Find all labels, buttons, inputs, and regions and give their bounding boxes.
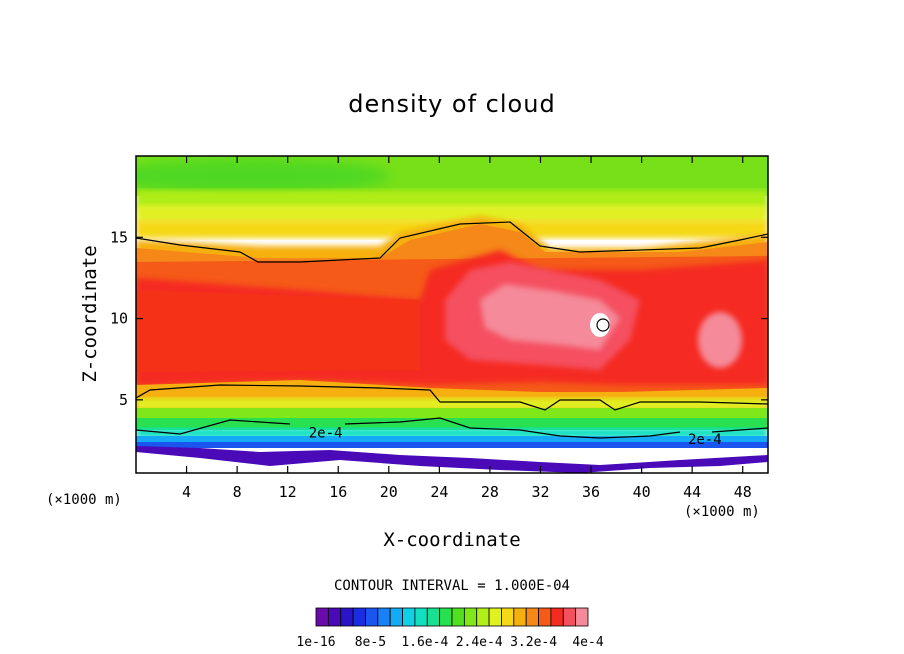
colorbar-swatch xyxy=(513,607,527,627)
plot-frame xyxy=(135,155,769,474)
colorbar-swatch xyxy=(377,607,391,627)
y-tick-label: 5 xyxy=(119,391,128,409)
colorbar-tick-label: 3.2e-4 xyxy=(510,635,557,650)
contour-label: 2e-4 xyxy=(688,432,722,448)
colorbar-swatch xyxy=(476,607,490,627)
x-tick-label: 48 xyxy=(734,483,752,501)
x-tick-label: 4 xyxy=(182,483,191,501)
contour-interval: CONTOUR INTERVAL = 1.000E-04 xyxy=(334,578,570,594)
chart-title: density of cloud xyxy=(348,90,555,118)
colorbar-swatch xyxy=(439,607,453,627)
colorbar-swatch xyxy=(501,607,515,627)
colorbar-swatch xyxy=(352,607,366,627)
x-axis-label: X-coordinate xyxy=(383,529,520,551)
colorbar-tick-label: 8e-5 xyxy=(355,635,386,650)
x-tick-label: 24 xyxy=(430,483,448,501)
y-tick-label: 15 xyxy=(110,228,128,246)
colorbar-swatch xyxy=(327,607,342,627)
x-tick-label: 8 xyxy=(233,483,242,501)
colorbar-swatch xyxy=(365,607,379,627)
y-axis-label: Z-coordinate xyxy=(79,245,101,382)
x-tick-label: 32 xyxy=(531,483,549,501)
x-unit-label: (×1000 m) xyxy=(684,504,760,520)
colorbar-swatch xyxy=(550,607,564,627)
colorbar-swatch xyxy=(463,607,478,627)
colorbar-tick-label: 1.6e-4 xyxy=(401,635,448,650)
x-tick-label: 12 xyxy=(279,483,297,501)
colorbar-swatch xyxy=(340,607,354,627)
y-tick-label: 10 xyxy=(110,310,128,328)
colorbar-labels: 1e-16 8e-5 1.6e-4 2.4e-4 3.2e-4 4e-4 xyxy=(296,635,603,650)
contour-label: 2e-4 xyxy=(309,425,343,441)
x-tick-label: 28 xyxy=(481,483,499,501)
heatmap-field xyxy=(136,156,768,473)
x-tick-label: 40 xyxy=(633,483,651,501)
colorbar xyxy=(315,607,589,627)
colorbar-swatch xyxy=(538,607,552,627)
colorbar-swatch xyxy=(451,607,465,627)
colorbar-swatch xyxy=(315,607,329,627)
x-axis: 4 8 12 16 20 24 28 32 36 40 44 48 xyxy=(182,156,752,501)
colorbar-swatch xyxy=(562,607,577,627)
y-unit-label: (×1000 m) xyxy=(46,492,122,508)
colorbar-tick-label: 4e-4 xyxy=(572,635,603,650)
x-tick-label: 44 xyxy=(683,483,701,501)
colorbar-swatch xyxy=(488,607,502,627)
colorbar-tick-label: 2.4e-4 xyxy=(456,635,503,650)
x-tick-label: 36 xyxy=(582,483,600,501)
colorbar-swatch xyxy=(389,607,403,627)
colorbar-swatch xyxy=(414,607,428,627)
x-tick-label: 16 xyxy=(329,483,347,501)
colorbar-swatch xyxy=(402,607,416,627)
y-axis: 5 10 15 xyxy=(110,228,768,409)
colorbar-swatch xyxy=(426,607,441,627)
colorbar-swatch xyxy=(525,607,539,627)
x-tick-label: 20 xyxy=(380,483,398,501)
colorbar-tick-label: 1e-16 xyxy=(296,635,335,650)
colorbar-swatch xyxy=(575,607,589,627)
